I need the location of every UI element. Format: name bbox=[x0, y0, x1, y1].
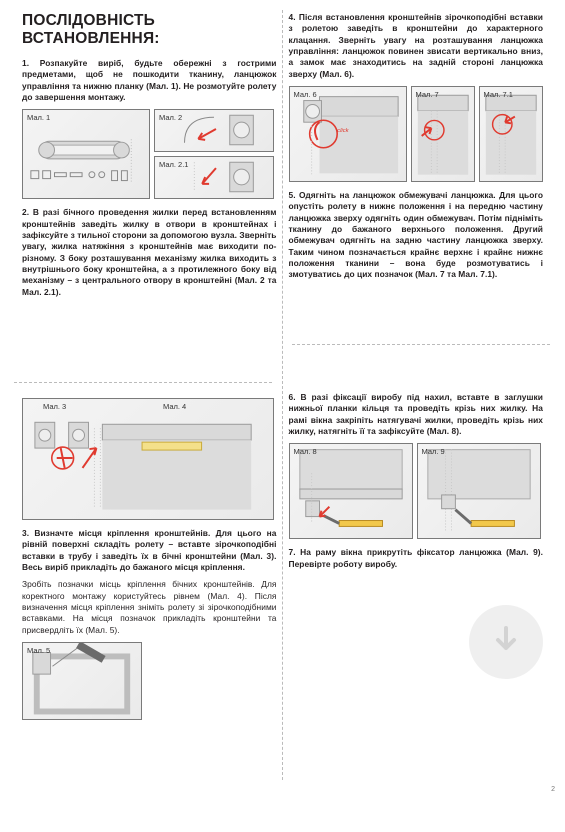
fig-6: Мал. 6 click bbox=[289, 86, 407, 182]
fig-7-caption: Мал. 7 bbox=[416, 90, 439, 99]
fig-1-caption: Мал. 1 bbox=[27, 113, 50, 122]
fig-8-caption: Мал. 8 bbox=[294, 447, 317, 456]
fig-9: Мал. 9 bbox=[417, 443, 541, 539]
fig-row-5: Мал. 5 bbox=[22, 642, 277, 720]
fig-7-art bbox=[412, 87, 474, 181]
para-3b: Зробіть позначки місць кріплення бічних … bbox=[22, 579, 277, 636]
para-6: 6. В разі фіксації виробу під нахил, вст… bbox=[289, 392, 544, 437]
fig-21: Мал. 2.1 bbox=[154, 156, 274, 199]
para-2: 2. В разі бічного проведення жилки перед… bbox=[22, 207, 277, 298]
fig-3-caption: Мал. 3 bbox=[43, 402, 66, 411]
fig-row-3: Мал. 6 click Мал. 7 bbox=[289, 86, 544, 182]
fig-1: Мал. 1 bbox=[22, 109, 150, 199]
para-3a: 3. Визначте місця кріплення кронштейнів.… bbox=[22, 528, 277, 573]
fig-71-art bbox=[480, 87, 542, 181]
fig-2-caption: Мал. 2 bbox=[159, 113, 182, 122]
fig-8-art bbox=[290, 444, 412, 538]
fig-3-4: Мал. 3 Мал. 4 bbox=[22, 398, 274, 520]
fig-6-art: click bbox=[290, 87, 406, 181]
para-4: 4. Після встановлення кронштейнів зірочк… bbox=[289, 12, 544, 80]
v-divider bbox=[282, 10, 283, 780]
fig-7: Мал. 7 bbox=[411, 86, 475, 182]
h-divider-right bbox=[292, 344, 550, 345]
fig-row-2: Мал. 3 Мал. 4 bbox=[22, 398, 277, 520]
click-label: click bbox=[337, 128, 349, 134]
para-1: 1. Розпакуйте виріб, будьте обережні з г… bbox=[22, 58, 277, 103]
fig-6-caption: Мал. 6 bbox=[294, 90, 317, 99]
fig-2: Мал. 2 bbox=[154, 109, 274, 152]
page-number: 2 bbox=[551, 786, 555, 793]
fig-5: Мал. 5 bbox=[22, 642, 142, 720]
page-title: ПОСЛІДОВНІСТЬ ВСТАНОВЛЕННЯ: bbox=[22, 12, 277, 48]
fig-21-caption: Мал. 2.1 bbox=[159, 160, 188, 169]
fig-3-4-art bbox=[23, 399, 273, 519]
fig-9-art bbox=[418, 444, 540, 538]
fig-1-art bbox=[23, 110, 149, 198]
fig-row-1: Мал. 1 bbox=[22, 109, 277, 199]
fig-8: Мал. 8 bbox=[289, 443, 413, 539]
fig-71-caption: Мал. 7.1 bbox=[484, 90, 513, 99]
fig-4-caption: Мал. 4 bbox=[163, 402, 186, 411]
para-5: 5. Одягніть на ланцюжок обмежувачі ланцю… bbox=[289, 190, 544, 281]
fig-row-4: Мал. 8 Мал. 9 bbox=[289, 443, 544, 539]
fig-5-caption: Мал. 5 bbox=[27, 646, 50, 655]
para-7: 7. На раму вікна прикрутіть фіксатор лан… bbox=[289, 547, 544, 570]
h-divider-left bbox=[14, 382, 272, 383]
watermark-icon bbox=[469, 605, 543, 679]
fig-71: Мал. 7.1 bbox=[479, 86, 543, 182]
fig-9-caption: Мал. 9 bbox=[422, 447, 445, 456]
